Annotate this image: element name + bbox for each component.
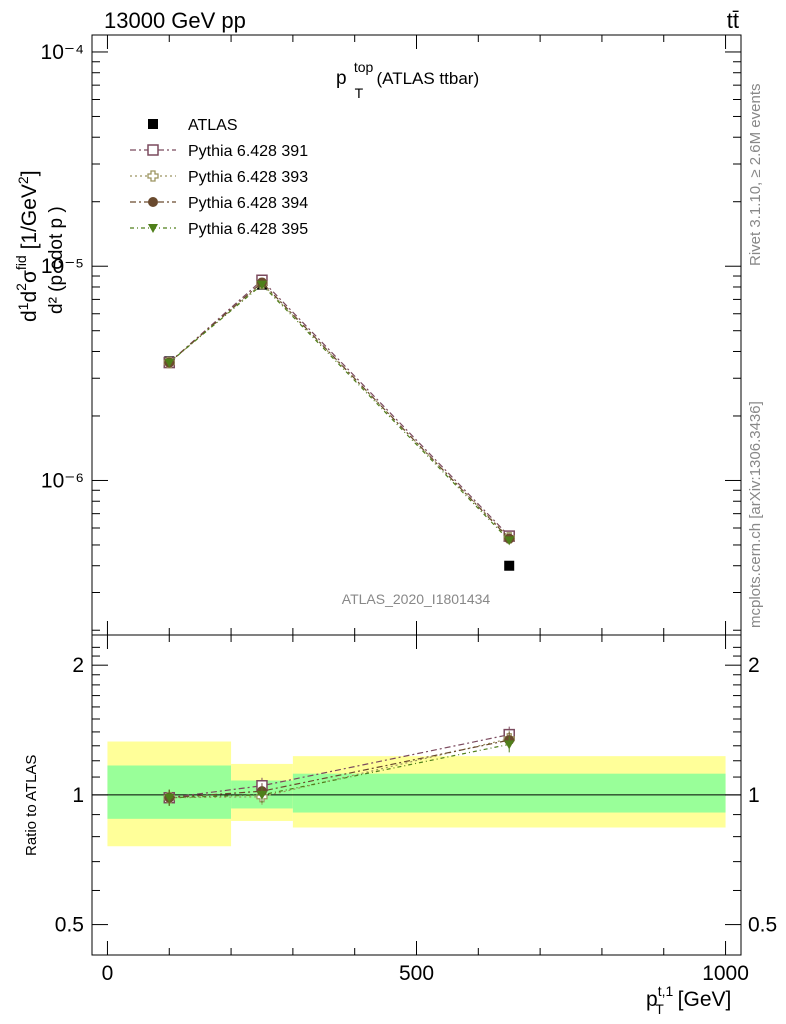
main-line-4 [168, 283, 510, 541]
ratio-uncertainty-bands [107, 741, 726, 847]
legend-label-0: ATLAS [188, 117, 238, 134]
legend-label-2: Pythia 6.428 393 [188, 169, 308, 186]
legend-marker-0 [148, 119, 158, 129]
ratio-point-s3-0 [164, 793, 175, 803]
main-series-group [163, 274, 515, 571]
main-point-s4-1 [256, 280, 267, 290]
ratio-line-1 [169, 738, 510, 799]
analysis-tag: ATLAS_2020_I1801434 [342, 591, 491, 607]
legend: ATLAS Pythia 6.428 391 Pythia 6.428 393 Pyt… [130, 117, 308, 238]
ratio-line-2 [169, 739, 510, 799]
plot-title-sub: T [355, 85, 364, 101]
plot-title-main: p [336, 68, 347, 89]
legend-marker-4 [148, 224, 158, 233]
main-y-tick-label-2: 10⁻⁶ [41, 469, 84, 492]
header-right: tt̄ [727, 8, 739, 33]
ratio-point-s3-1 [256, 790, 267, 800]
main-ylabel: d1d2σfid [1/GeV2] [13, 170, 41, 322]
legend-label-4: Pythia 6.428 395 [188, 221, 308, 238]
main-point-s4-2 [504, 536, 515, 546]
axis-ticks: 0 500 1000 10⁻⁴ 10⁻⁵ 10⁻⁶ 0.5 0.5 1 1 2 2 [41, 35, 777, 985]
legend-label-3: Pythia 6.428 394 [188, 195, 308, 212]
ratio-y-tick-label-right-2: 2 [748, 654, 760, 677]
main-ylabel-text: d [18, 310, 41, 322]
ratio-point-s3-2 [504, 740, 515, 750]
legend-label-1: Pythia 6.428 391 [188, 143, 308, 160]
main-line-1 [168, 279, 510, 537]
mcplots-label: mcplots.cern.ch [arXiv:1306.3436] [747, 401, 764, 628]
ratio-line-3 [169, 743, 510, 799]
main-point-s4-0 [164, 358, 175, 368]
ratio-y-tick-label-left-0: 0.5 [55, 914, 84, 937]
main-y-tick-label-0: 10⁻⁴ [41, 41, 84, 64]
band-inner-2 [292, 773, 726, 813]
legend-marker-1 [147, 144, 159, 156]
main-point-s0-2 [504, 560, 515, 571]
rivet-label: Rivet 3.1.10, ≥ 2.6M events [747, 84, 764, 267]
x-tick-label-1: 500 [399, 962, 434, 985]
ratio-y-tick-label-left-1: 1 [72, 784, 84, 807]
legend-marker-3 [148, 197, 158, 207]
main-ylabel-denominator: d² (p cdot p ) [46, 206, 67, 314]
main-line-3 [168, 281, 510, 540]
plot-title-rest: (ATLAS ttbar) [376, 69, 479, 88]
main-y-tick-label-1: 10⁻⁵ [41, 255, 84, 278]
ratio-y-tick-label-right-1: 1 [748, 784, 760, 807]
x-tick-label-2: 1000 [702, 962, 749, 985]
plot-title: p top T (ATLAS ttbar) [336, 56, 479, 103]
ratio-y-tick-label-left-2: 2 [72, 654, 84, 677]
x-axis-label: pt,1 T [GeV] [646, 983, 731, 1017]
plot-title-sup: top [354, 59, 374, 75]
ratio-ylabel: Ratio to ATLAS [23, 755, 40, 856]
x-tick-label-0: 0 [102, 962, 114, 985]
ratio-series-group [163, 726, 515, 806]
header-left: 13000 GeV pp [104, 8, 246, 33]
main-line-2 [168, 282, 510, 539]
legend-marker-2 [147, 170, 159, 182]
ratio-y-tick-label-right-0: 0.5 [748, 914, 777, 937]
